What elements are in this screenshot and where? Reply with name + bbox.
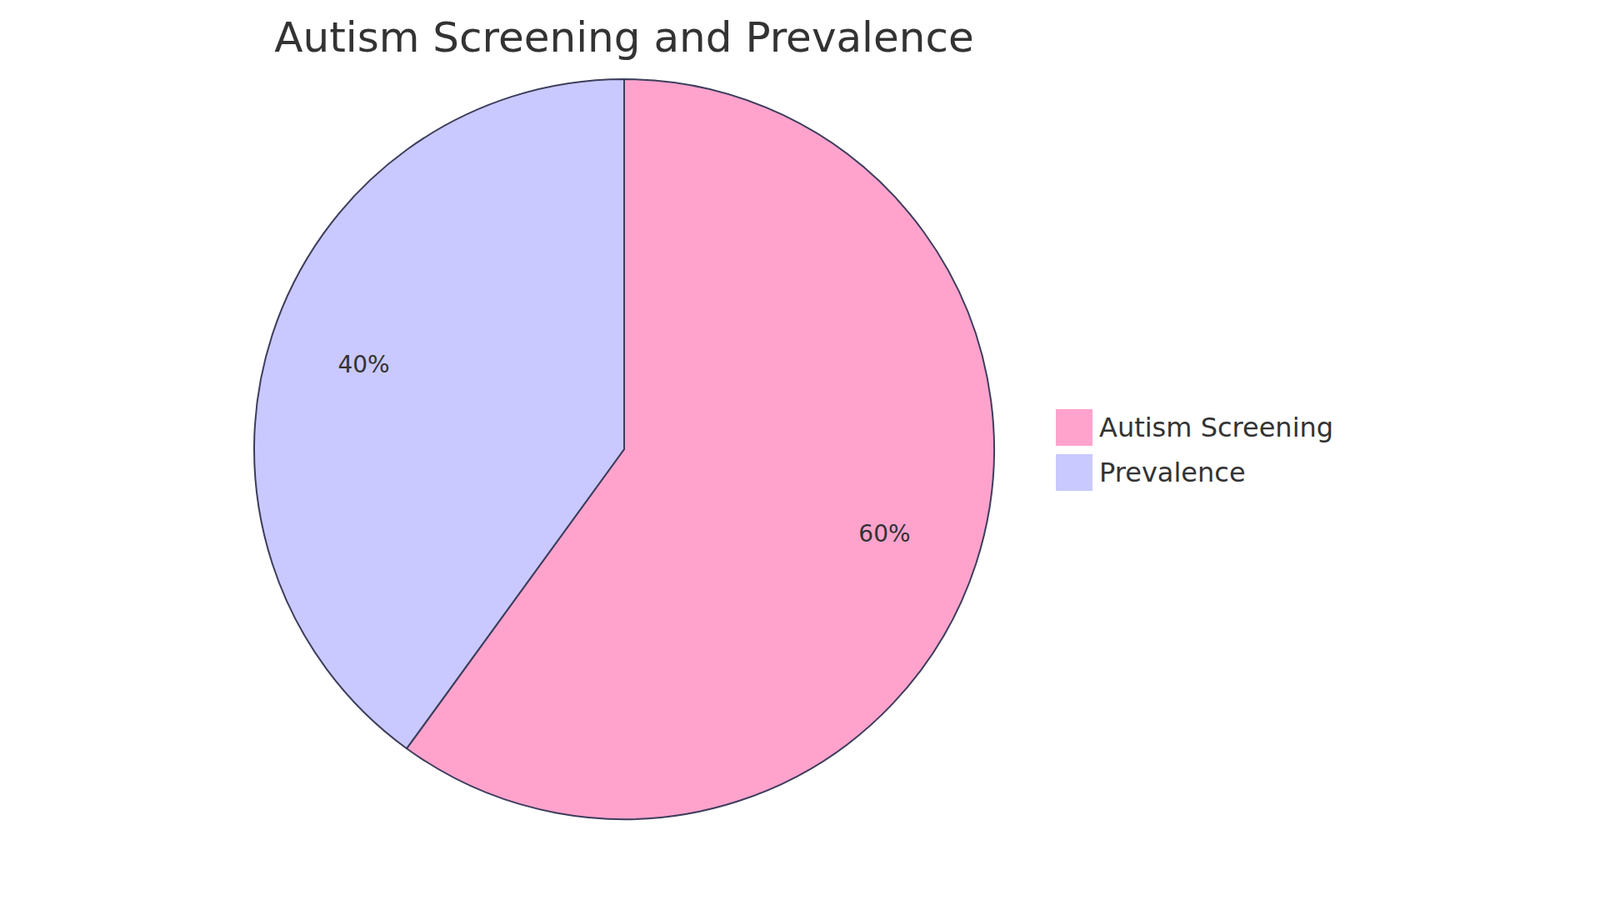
html-text:Prevalence: Prevalence [1099,456,1246,489]
svg-text:60%: 60% [858,520,910,548]
html-text:Autism Screening: Autism Screening [1099,411,1334,444]
svg-text:40%: 40% [337,350,390,379]
html-text:Autism Screening and Prevalenc: Autism Screening and Prevalence [274,13,974,62]
